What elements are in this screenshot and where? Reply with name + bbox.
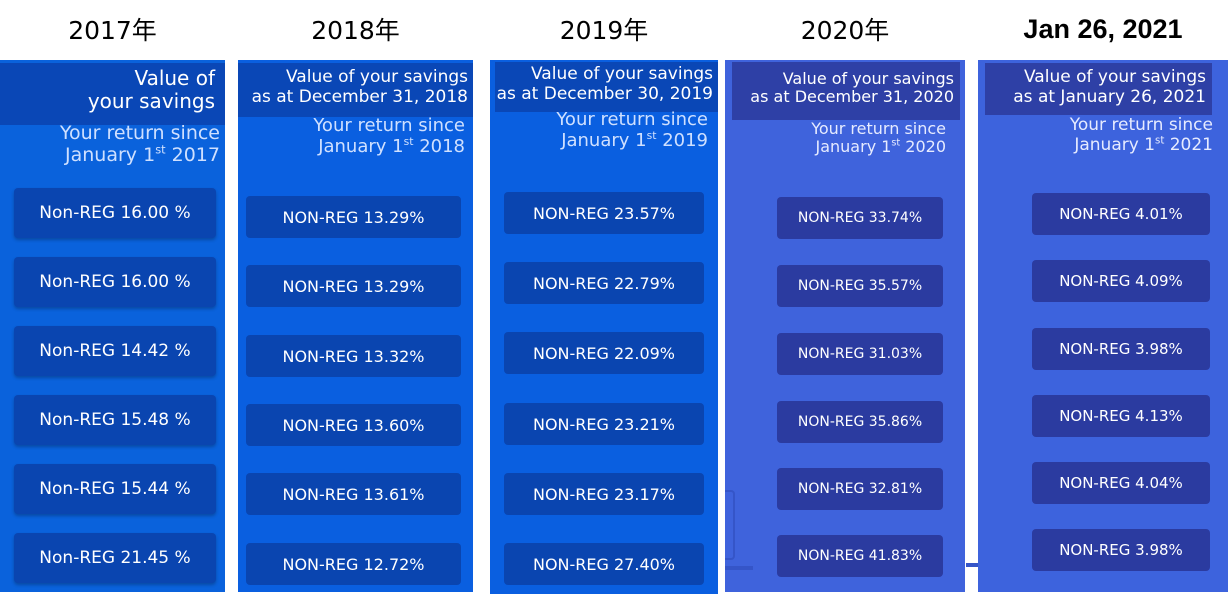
return-pill[interactable]: Non-REG 16.00 % (14, 188, 216, 238)
return-pill[interactable]: NON-REG 22.09% (504, 332, 704, 374)
return-pill[interactable]: NON-REG 41.83% (777, 535, 943, 577)
savings-panel-2021: Value of your savings as at January 26, … (978, 60, 1228, 592)
value-of-savings-header: Value of your savings as at January 26, … (985, 63, 1212, 115)
return-pill[interactable]: NON-REG 4.09% (1032, 260, 1210, 302)
background-artifact (725, 566, 753, 570)
savings-panel-2017: Value of your savings Your return since … (0, 60, 225, 592)
return-since-label: Your return since January 1st 2020 (811, 119, 946, 157)
savings-panel-2018: Value of your savings as at December 31,… (238, 60, 473, 592)
return-pill[interactable]: NON-REG 13.29% (246, 196, 461, 238)
return-pill[interactable]: NON-REG 33.74% (777, 197, 943, 239)
column-title-2021: Jan 26, 2021 (1023, 13, 1183, 44)
return-pill[interactable]: NON-REG 35.57% (777, 265, 943, 307)
return-pill[interactable]: NON-REG 12.72% (246, 543, 461, 585)
return-pill[interactable]: Non-REG 15.44 % (14, 464, 216, 514)
return-pill[interactable]: NON-REG 13.61% (246, 473, 461, 515)
return-pill[interactable]: NON-REG 4.04% (1032, 462, 1210, 504)
savings-panel-2020: Value of your savings as at December 31,… (725, 60, 965, 592)
value-of-savings-header: Value of your savings as at December 31,… (238, 63, 473, 117)
return-pill[interactable]: NON-REG 23.21% (504, 403, 704, 445)
return-pill[interactable]: NON-REG 4.01% (1032, 193, 1210, 235)
return-pill[interactable]: NON-REG 13.29% (246, 265, 461, 307)
return-pill[interactable]: NON-REG 23.17% (504, 473, 704, 515)
value-of-savings-header: Value of your savings (0, 63, 225, 125)
return-pill[interactable]: NON-REG 13.60% (246, 404, 461, 446)
column-title-2018: 2018年 (311, 16, 400, 45)
return-pill[interactable]: NON-REG 31.03% (777, 333, 943, 375)
return-pill[interactable]: Non-REG 15.48 % (14, 395, 216, 445)
return-pill[interactable]: NON-REG 3.98% (1032, 328, 1210, 370)
return-pill[interactable]: NON-REG 35.86% (777, 401, 943, 443)
return-pill[interactable]: Non-REG 21.45 % (14, 533, 216, 583)
return-since-label: Your return since January 1st 2017 (59, 122, 220, 166)
value-of-savings-header: Value of your savings as at December 30,… (495, 62, 718, 112)
return-since-label: Your return since January 1st 2018 (313, 115, 465, 157)
return-pill[interactable]: NON-REG 22.79% (504, 262, 704, 304)
savings-panel-2019: Value of your savings as at December 30,… (490, 60, 718, 594)
return-pill[interactable]: Non-REG 16.00 % (14, 257, 216, 307)
return-pill[interactable]: NON-REG 3.98% (1032, 529, 1210, 571)
return-pill[interactable]: Non-REG 14.42 % (14, 326, 216, 376)
column-title-2019: 2019年 (559, 16, 649, 45)
background-artifact (725, 490, 735, 560)
return-pill[interactable]: NON-REG 23.57% (504, 192, 704, 234)
return-pill[interactable]: NON-REG 32.81% (777, 468, 943, 510)
return-since-label: Your return since January 1st 2019 (556, 109, 708, 151)
return-pill[interactable]: NON-REG 4.13% (1032, 395, 1210, 437)
column-title-2017: 2017年 (68, 16, 157, 45)
return-since-label: Your return since January 1st 2021 (1069, 115, 1213, 155)
return-pill[interactable]: NON-REG 27.40% (504, 543, 704, 585)
return-pill[interactable]: NON-REG 13.32% (246, 335, 461, 377)
column-title-2020: 2020年 (800, 16, 890, 45)
value-of-savings-header: Value of your savings as at December 31,… (732, 62, 960, 120)
